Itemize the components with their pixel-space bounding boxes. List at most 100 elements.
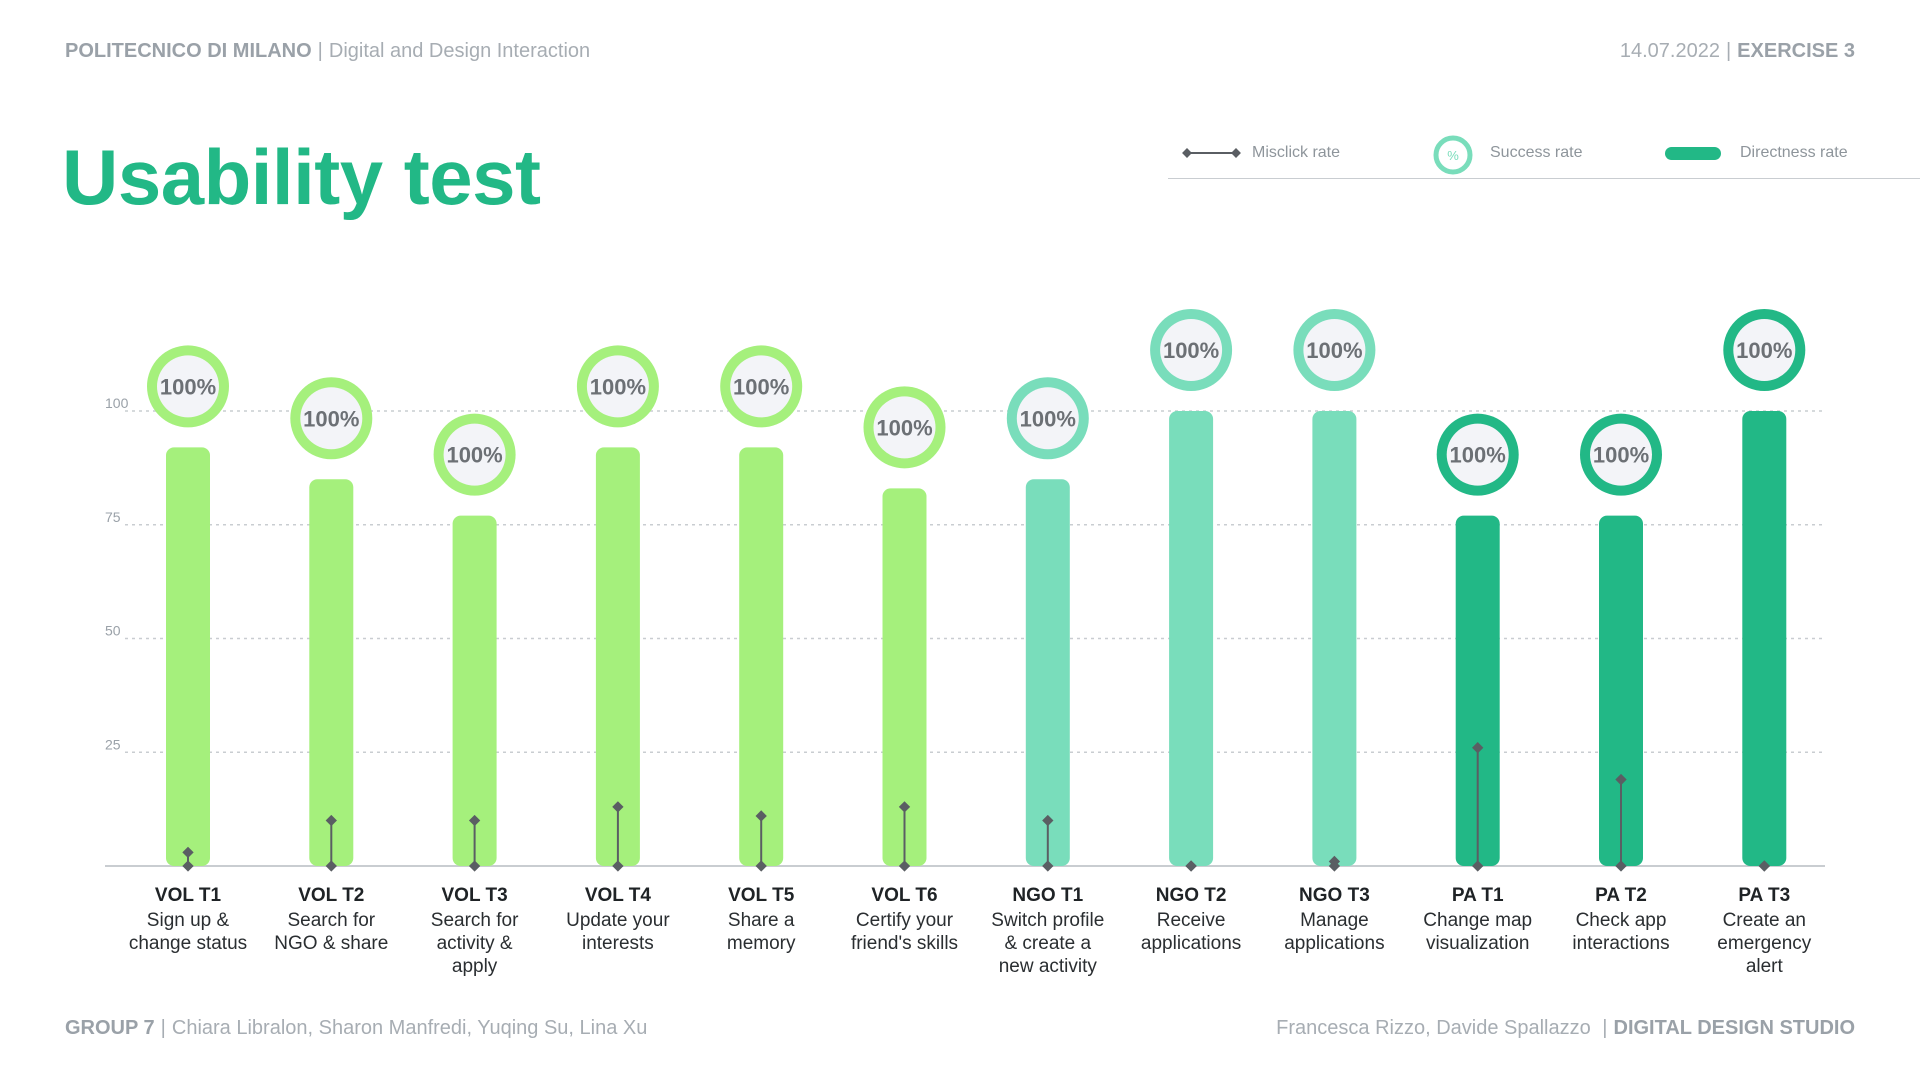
misclick-marker <box>898 801 911 813</box>
task-description: applications <box>1284 933 1384 954</box>
directness-bar <box>1025 479 1070 866</box>
task-description: Manage <box>1300 910 1369 931</box>
misclick-marker <box>468 814 481 827</box>
directness-bar <box>1599 515 1643 866</box>
misclick-base-marker <box>1472 860 1484 872</box>
header-right: 14.07.2022 | EXERCISE 3 <box>1620 40 1855 63</box>
success-badge-inner <box>586 355 649 418</box>
footer-separator: | <box>160 1017 166 1039</box>
success-label: 100% <box>1450 443 1506 468</box>
success-badge-inner <box>873 396 936 459</box>
task-description: Update your <box>566 910 670 931</box>
task-description: Sign up & <box>147 910 230 931</box>
success-label: 100% <box>590 374 646 399</box>
task-description: change status <box>129 933 247 954</box>
misclick-marker <box>612 801 624 813</box>
directness-bar <box>309 479 354 866</box>
task-description: Certify your <box>856 910 954 931</box>
org-name: POLITECNICO DI MILANO <box>65 40 312 62</box>
legend-success-label: Success rate <box>1490 144 1583 161</box>
task-description: Search for <box>287 910 375 931</box>
misclick-marker <box>755 810 767 822</box>
header-date: 14.07.2022 <box>1619 40 1720 62</box>
misclick-marker <box>1328 855 1341 868</box>
professors: Francesca Rizzo, Davide Spallazzo <box>1276 1017 1591 1039</box>
task-description: & create a <box>1004 933 1091 954</box>
task-description: Switch profile <box>991 910 1104 931</box>
misclick-base-marker <box>182 860 194 872</box>
directness-bar <box>1742 411 1787 866</box>
header-separator: | <box>317 40 323 62</box>
misclick-base-marker <box>755 860 767 872</box>
misclick-marker <box>1042 814 1054 827</box>
legend-underline <box>1168 178 1920 179</box>
task-code: NGO T1 <box>1012 885 1083 906</box>
success-label: 100% <box>1736 338 1792 363</box>
misclick-base-marker <box>1042 860 1054 872</box>
usability-chart: 25 50 75 100 100% VOL T1 Sign up &change statu… <box>105 309 1825 977</box>
misclick-marker <box>1185 860 1197 872</box>
misclick-base-marker <box>898 860 911 872</box>
task-description: applications <box>1141 933 1241 954</box>
task-code: PA T3 <box>1738 885 1790 906</box>
task-description: new activity <box>999 956 1098 977</box>
task-description: Check app <box>1576 910 1667 931</box>
task-code: VOL T5 <box>728 885 795 906</box>
success-badge-inner <box>1303 319 1366 381</box>
directness-bar <box>595 447 640 866</box>
task-code: NGO T3 <box>1299 885 1370 906</box>
task-description: activity & <box>437 933 513 954</box>
footer-left: GROUP 7 | Chiara Libralon, Sharon Manfredi… <box>65 1017 647 1040</box>
success-badge-inner <box>1446 423 1509 486</box>
legend-misclick-label: Misclick rate <box>1252 144 1341 161</box>
group-members: Chiara Libralon, Sharon Manfredi, Yuqing… <box>171 1017 648 1039</box>
directness-bar <box>1312 411 1357 866</box>
task-description: alert <box>1746 956 1784 977</box>
task-description: interests <box>582 933 654 954</box>
misclick-marker <box>1472 742 1484 754</box>
legend-success: % Success rate <box>1432 134 1632 175</box>
exercise-label: EXERCISE 3 <box>1737 40 1855 62</box>
task-description: memory <box>727 933 796 954</box>
task-description: Change map <box>1423 910 1532 931</box>
directness-bar <box>1169 411 1214 866</box>
success-label: 100% <box>1306 338 1362 363</box>
task-code: PA T2 <box>1595 885 1647 906</box>
task-description: apply <box>452 956 498 977</box>
success-badge-inner <box>1590 423 1652 486</box>
directness-swatch-icon <box>1665 147 1721 160</box>
task-description: Share a <box>728 910 795 931</box>
task-description: Search for <box>431 910 519 931</box>
course-name: Digital and Design Interaction <box>328 40 591 62</box>
success-label: 100% <box>733 374 789 399</box>
misclick-base-marker <box>325 860 337 872</box>
misclick-icon <box>1182 148 1241 158</box>
success-symbol: % <box>1447 148 1459 163</box>
success-badge-inner <box>300 387 363 450</box>
task-description: NGO & share <box>274 933 388 954</box>
header-separator: | <box>1725 40 1732 62</box>
task-code: VOL T3 <box>442 885 508 906</box>
success-label: 100% <box>303 406 359 431</box>
misclick-marker <box>1758 860 1770 872</box>
percent-badge-icon: % <box>1433 135 1473 175</box>
task-description: interactions <box>1572 933 1669 954</box>
task-description: visualization <box>1426 933 1530 954</box>
misclick-base-marker <box>468 860 481 872</box>
success-label: 100% <box>876 415 932 440</box>
task-description: Receive <box>1157 910 1226 931</box>
task-description: Create an <box>1723 910 1806 931</box>
success-badge-inner <box>1733 319 1796 381</box>
directness-bar <box>452 515 497 866</box>
legend-directness-label: Directness rate <box>1740 144 1848 161</box>
misclick-base-marker <box>1615 860 1627 872</box>
page-title: Usability test <box>62 133 541 221</box>
footer-separator: | <box>1596 1017 1608 1039</box>
task-description: friend's skills <box>851 933 958 954</box>
task-code: VOL T1 <box>155 885 222 906</box>
success-label: 100% <box>446 443 502 468</box>
success-badge-inner <box>730 355 793 418</box>
success-label: 100% <box>160 374 216 399</box>
task-description: emergency <box>1717 933 1811 954</box>
misclick-marker <box>182 846 194 859</box>
